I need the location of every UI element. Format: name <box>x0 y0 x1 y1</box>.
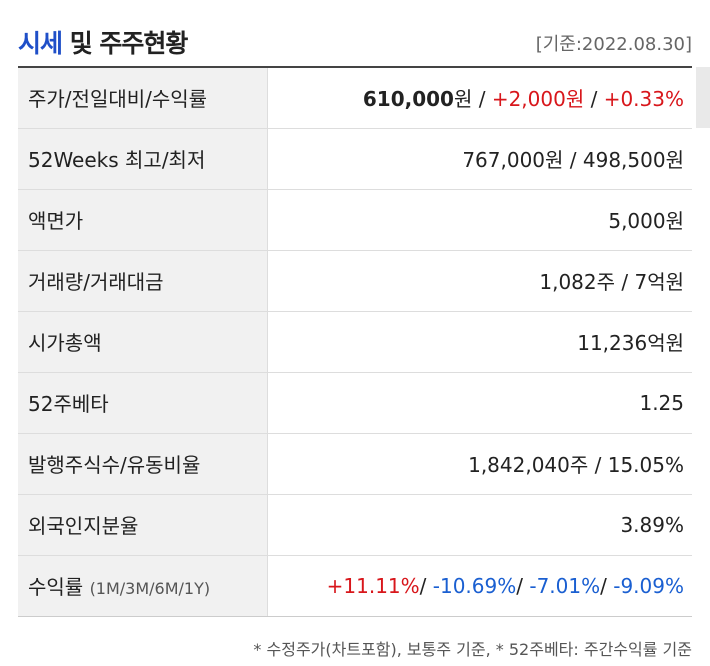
return-6m: -7.01% <box>529 573 601 598</box>
row-label: 외국인지분율 <box>18 494 268 556</box>
row-label: 수익률 (1M/3M/6M/1Y) <box>18 555 268 617</box>
separator: / <box>584 87 604 112</box>
row-label: 52주베타 <box>18 372 268 434</box>
separator: / <box>472 87 492 112</box>
section-title: 시세 및 주주현황 <box>18 24 189 60</box>
base-date: [기준:2022.08.30] <box>535 34 692 55</box>
row-label: 주가/전일대비/수익률 <box>18 67 268 129</box>
row-label: 액면가 <box>18 189 268 251</box>
price-change-rate: +0.33% <box>603 87 684 112</box>
row-value: 610,000원 / +2,000원 / +0.33% <box>267 67 692 129</box>
row-label: 시가총액 <box>18 311 268 373</box>
price-change: +2,000원 <box>491 87 585 112</box>
row-value: 11,236억원 <box>267 311 692 373</box>
row-label: 발행주식수/유동비율 <box>18 433 268 495</box>
row-value: 5,000원 <box>267 189 692 251</box>
table-row: 52Weeks 최고/최저 767,000원 / 498,500원 <box>18 128 692 190</box>
footnote: * 수정주가(차트포함), 보통주 기준, * 52주베타: 주간수익률 기준 <box>253 640 692 659</box>
table-row: 시가총액 11,236억원 <box>18 311 692 373</box>
separator: / <box>600 573 614 598</box>
table-row: 수익률 (1M/3M/6M/1Y) +11.11%/ -10.69%/ -7.0… <box>18 555 692 617</box>
returns-period-label: (1M/3M/6M/1Y) <box>89 579 211 598</box>
return-1m: +11.11% <box>326 573 420 598</box>
row-label: 거래량/거래대금 <box>18 250 268 312</box>
price-info-table: 주가/전일대비/수익률 610,000원 / +2,000원 / +0.33% … <box>18 66 692 617</box>
return-3m: -10.69% <box>432 573 517 598</box>
row-value: 767,000원 / 498,500원 <box>267 128 692 190</box>
row-value: 3.89% <box>267 494 692 556</box>
current-price: 610,000 <box>362 87 454 112</box>
separator: / <box>516 573 530 598</box>
table-row: 52주베타 1.25 <box>18 372 692 434</box>
section-title-rest: 및 주주현황 <box>62 29 189 58</box>
section-title-accent: 시세 <box>18 29 63 58</box>
row-value: 1,842,040주 / 15.05% <box>267 433 692 495</box>
price-unit: 원 <box>453 87 473 112</box>
row-value: +11.11%/ -10.69%/ -7.01%/ -9.09% <box>267 555 692 617</box>
return-1y: -9.09% <box>613 573 684 598</box>
table-row: 주가/전일대비/수익률 610,000원 / +2,000원 / +0.33% <box>18 67 692 129</box>
table-row: 외국인지분율 3.89% <box>18 494 692 556</box>
section-header: 시세 및 주주현황 [기준:2022.08.30] <box>18 0 692 68</box>
returns-label: 수익률 <box>28 575 84 599</box>
row-value: 1,082주 / 7억원 <box>267 250 692 312</box>
table-row: 거래량/거래대금 1,082주 / 7억원 <box>18 250 692 312</box>
table-row: 발행주식수/유동비율 1,842,040주 / 15.05% <box>18 433 692 495</box>
table-row: 액면가 5,000원 <box>18 189 692 251</box>
separator: / <box>419 573 433 598</box>
adjacent-panel-edge <box>696 67 710 128</box>
row-value: 1.25 <box>267 372 692 434</box>
row-label: 52Weeks 최고/최저 <box>18 128 268 190</box>
